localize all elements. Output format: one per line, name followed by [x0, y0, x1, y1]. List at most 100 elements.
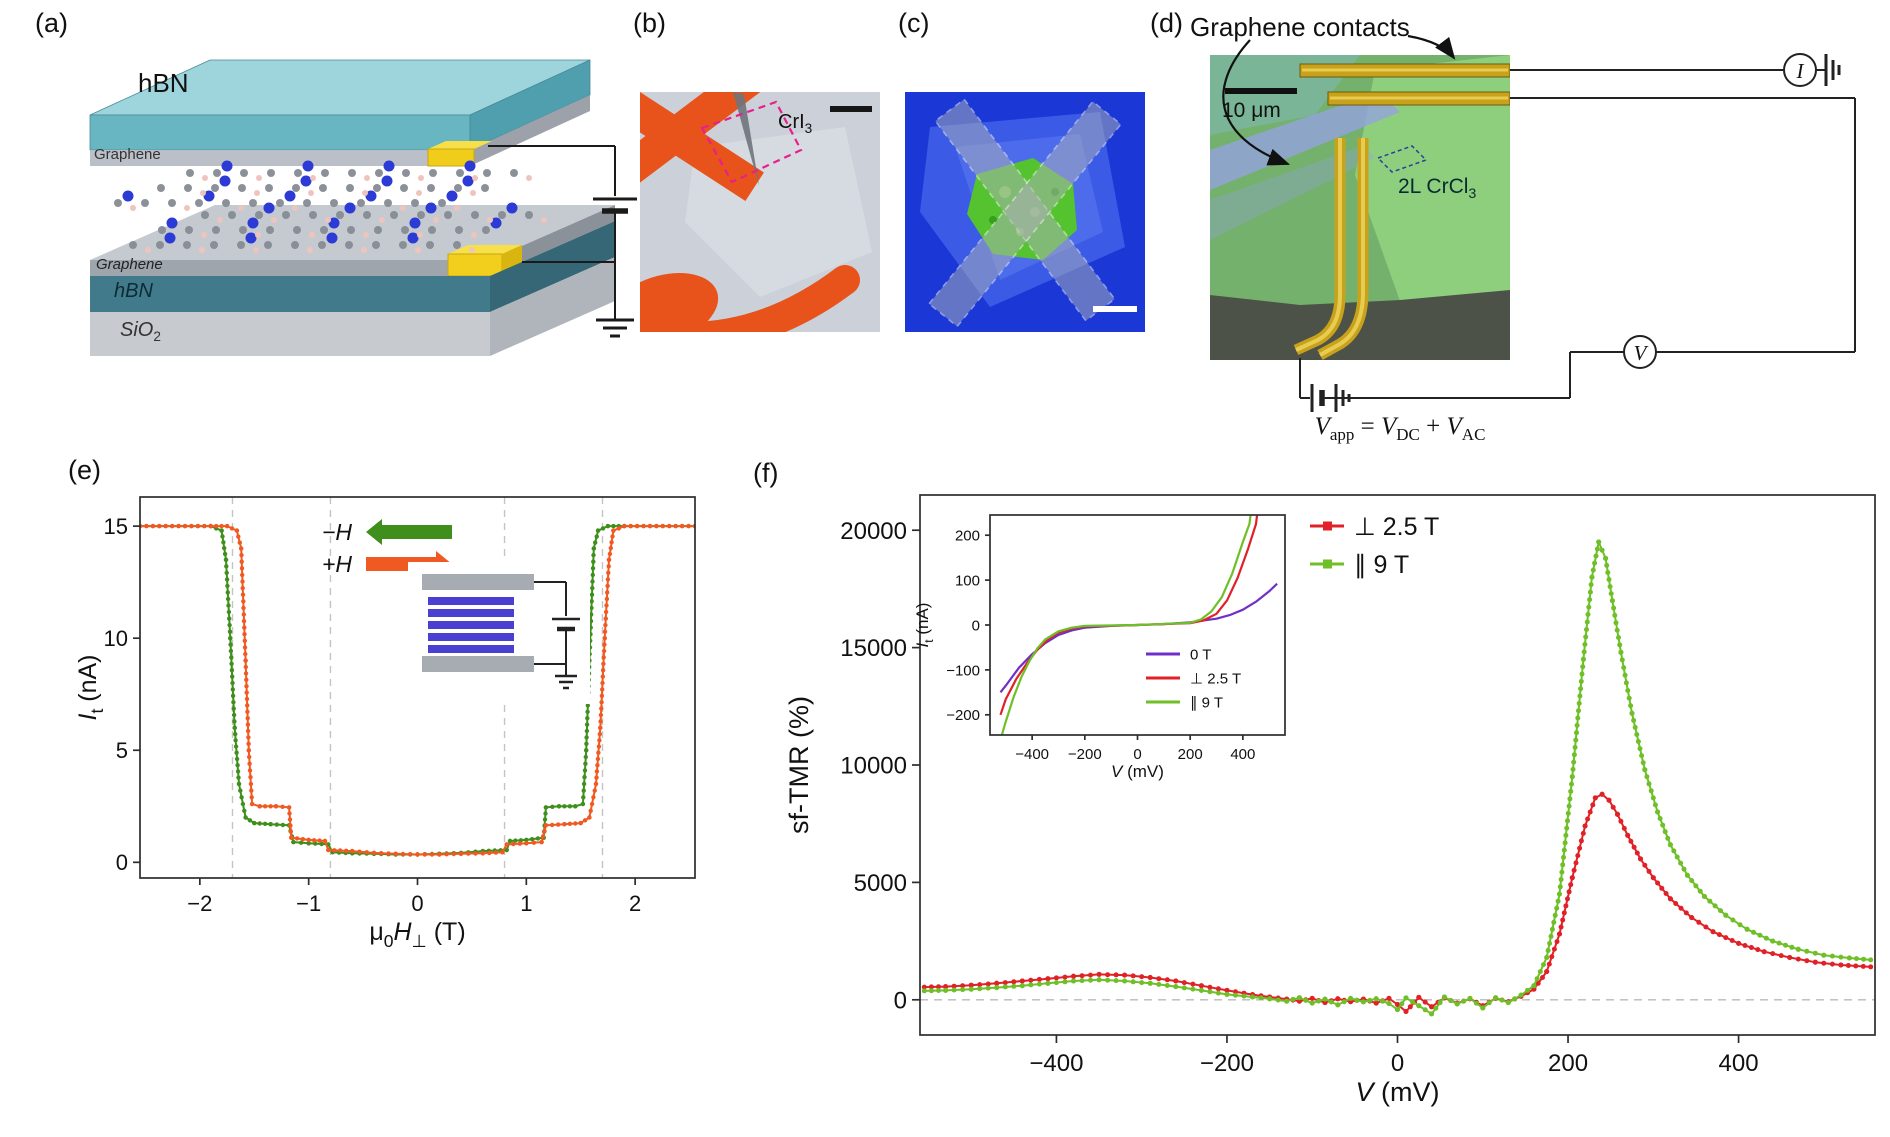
graphite-strip-2 — [928, 100, 1122, 328]
ground-icon — [596, 318, 634, 338]
panel-label-c: (c) — [898, 8, 930, 38]
bias-circuit-wires — [488, 145, 616, 320]
panel-label-e: (e) — [68, 455, 101, 485]
panel-b-micrograph: CrI3 — [640, 92, 880, 332]
svg-text:5000: 5000 — [854, 870, 907, 897]
top-gold-contact — [427, 141, 492, 167]
orange-band — [655, 265, 860, 332]
panel-label-d: (d) — [1150, 8, 1183, 38]
svg-text:0: 0 — [411, 891, 423, 916]
inset-battery-icon — [552, 617, 580, 632]
panel-e-plot: −2 −1 0 1 2 0 5 10 15 μ0H⊥ (T) It (nA) −H +H — [60, 450, 720, 1010]
svg-text:−200: −200 — [1200, 1050, 1254, 1077]
svg-text:20000: 20000 — [840, 518, 907, 545]
svg-text:∥ 9 T: ∥ 9 T — [1354, 551, 1409, 579]
measurement-circuit — [1299, 53, 1856, 399]
scale-bar — [1093, 306, 1137, 312]
blue-strip — [1210, 92, 1400, 190]
junction-inset-schematic — [408, 562, 590, 704]
svg-text:400: 400 — [1230, 746, 1255, 763]
panel-label-a: (a) — [35, 8, 68, 38]
graphene-contacts-title: Graphene contacts — [1190, 12, 1410, 42]
svg-text:It (nA): It (nA) — [913, 603, 936, 648]
device-stack-drawing — [89, 59, 637, 356]
panel-label-f: (f) — [753, 458, 779, 488]
svg-text:200: 200 — [955, 528, 980, 545]
svg-text:100: 100 — [955, 573, 980, 590]
svg-text:0 T: 0 T — [1190, 646, 1211, 663]
gold-contact-bar-1 — [1299, 63, 1510, 78]
svg-text:−100: −100 — [946, 662, 980, 679]
svg-text:2: 2 — [629, 891, 641, 916]
panel-a-device-schematic: hBN Graphene Graphene hBN SiO2 — [30, 20, 650, 450]
scale-bar — [830, 106, 872, 112]
svg-text:sf-TMR (%): sf-TMR (%) — [784, 696, 814, 834]
svg-text:200: 200 — [1548, 1050, 1588, 1077]
blue-strip-faint — [1210, 145, 1375, 240]
panel-d-device: I V Graphene contacts 10 μm 2L CrCl3 Vap… — [1150, 0, 1890, 455]
cri3-flake-outline — [700, 100, 803, 184]
scale-bar — [1225, 88, 1297, 94]
inset-ground-icon — [555, 674, 577, 690]
svg-text:−H: −H — [322, 519, 352, 545]
sio2-label: SiO2 — [120, 319, 161, 344]
svg-text:−200: −200 — [946, 707, 980, 724]
applied-voltage-equation: Vapp = VDC + VAC — [1314, 413, 1486, 444]
scale-bar-label: 10 μm — [1222, 99, 1281, 122]
svg-text:−200: −200 — [1068, 746, 1102, 763]
svg-text:∥ 9 T: ∥ 9 T — [1190, 694, 1223, 711]
top-hbn-label: hBN — [138, 68, 189, 98]
svg-text:0: 0 — [894, 987, 907, 1014]
voltmeter-letter: V — [1634, 341, 1649, 365]
cri3-optical-image — [640, 92, 880, 332]
svg-text:15: 15 — [104, 514, 128, 539]
svg-text:−400: −400 — [1015, 746, 1049, 763]
bright-green-region — [1355, 55, 1510, 315]
junction-layers — [428, 597, 514, 653]
svg-text:0: 0 — [1391, 1050, 1404, 1077]
svg-text:0: 0 — [972, 617, 980, 634]
source-battery-icon — [1310, 384, 1336, 412]
svg-text:400: 400 — [1719, 1050, 1759, 1077]
svg-text:10000: 10000 — [840, 753, 907, 780]
svg-text:⊥ 2.5 T: ⊥ 2.5 T — [1354, 513, 1439, 541]
junction-top-electrode — [422, 574, 534, 590]
svg-text:V (mV): V (mV) — [1356, 1077, 1440, 1107]
crcl3-label: 2L CrCl3 — [1398, 175, 1477, 203]
svg-text:⊥ 2.5 T: ⊥ 2.5 T — [1190, 670, 1241, 687]
top-hbn-slab — [89, 59, 591, 151]
bottom-hbn-label: hBN — [114, 280, 153, 302]
crcl3-flake-outline — [1376, 145, 1428, 173]
panel-label-b: (b) — [633, 8, 666, 38]
svg-text:0: 0 — [1133, 746, 1141, 763]
annotation-arrows — [1222, 34, 1456, 166]
svg-text:−400: −400 — [1029, 1050, 1083, 1077]
svg-text:5: 5 — [116, 738, 128, 763]
svg-text:1: 1 — [520, 891, 532, 916]
source-ground-icon — [1334, 384, 1351, 412]
svg-text:15000: 15000 — [840, 635, 907, 662]
svg-text:μ0H⊥ (T): μ0H⊥ (T) — [369, 918, 465, 951]
svg-text:200: 200 — [1178, 746, 1203, 763]
bottom-graphene-label: Graphene — [96, 256, 163, 273]
svg-text:−2: −2 — [187, 891, 212, 916]
svg-text:−1: −1 — [296, 891, 321, 916]
ammeter-ground-icon — [1824, 54, 1841, 86]
svg-text:10: 10 — [104, 626, 128, 651]
panel-c-micrograph — [905, 92, 1145, 332]
top-graphene-label: Graphene — [94, 146, 161, 163]
orange-marker-cross — [640, 92, 764, 206]
cri3-atomic-lattice — [114, 160, 547, 253]
cri3-label: CrI3 — [778, 111, 813, 136]
bottom-hbn-slab — [90, 221, 615, 312]
panel-f-plot: −400 −200 0 200 400 0 5000 10000 15000 20000 V (mV… — [750, 450, 1890, 1137]
battery-icon — [593, 197, 637, 214]
gold-contact-vertical-pair — [1293, 138, 1369, 360]
sio2-substrate-slab — [90, 257, 615, 356]
top-graphene-slab — [90, 95, 590, 166]
gold-contact-bar-2 — [1327, 91, 1510, 106]
svg-text:+H: +H — [322, 551, 352, 577]
svg-text:It (nA): It (nA) — [74, 654, 107, 720]
